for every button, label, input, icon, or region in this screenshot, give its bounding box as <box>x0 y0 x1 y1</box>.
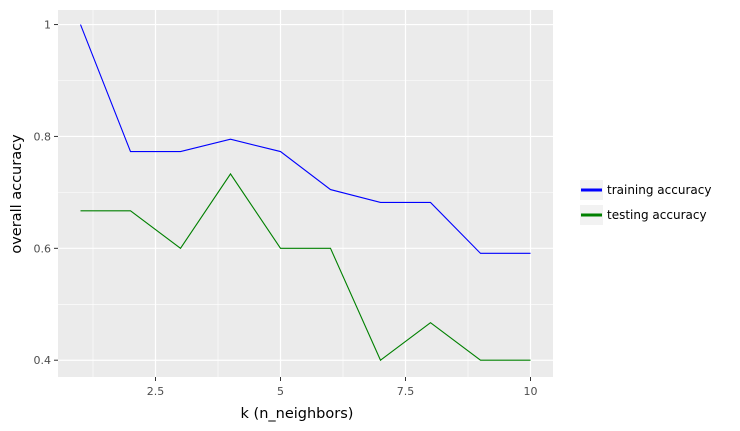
legend-label: training accuracy <box>607 183 711 197</box>
minor-gridlines <box>58 10 553 377</box>
x-tick-label: 7.5 <box>397 385 415 398</box>
y-axis: 0.4 0.6 0.8 1 <box>34 19 58 367</box>
legend: training accuracy testing accuracy <box>580 180 711 225</box>
legend-label: testing accuracy <box>607 208 707 222</box>
x-axis: 2.5 5 7.5 10 <box>147 377 538 398</box>
y-tick-label: 1 <box>44 19 51 32</box>
x-tick-label: 2.5 <box>147 385 165 398</box>
series-line-0 <box>79 24 531 254</box>
y-tick-label: 0.8 <box>34 130 52 143</box>
y-axis-title: overall accuracy <box>9 134 25 254</box>
series-line-1 <box>80 172 531 362</box>
plot-panel <box>58 10 553 377</box>
y-tick-label: 0.6 <box>34 242 52 255</box>
x-tick-label: 10 <box>524 385 538 398</box>
x-axis-title: k (n_neighbors) <box>241 406 354 422</box>
x-tick-label: 5 <box>277 385 284 398</box>
y-tick-label: 0.4 <box>34 354 52 367</box>
series-lines <box>79 24 531 362</box>
